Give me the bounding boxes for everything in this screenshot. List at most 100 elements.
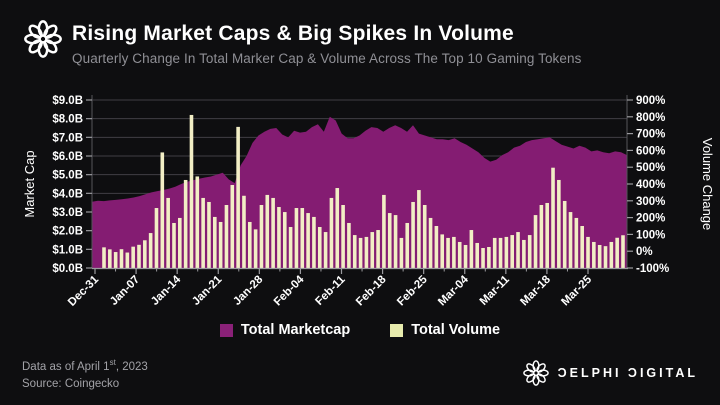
volume-bar	[166, 197, 170, 268]
right-axis-tick-label: 200%	[636, 213, 665, 225]
delphi-logo-small-icon	[522, 360, 549, 386]
left-axis-tick-label: $3.0B	[52, 207, 83, 219]
volume-bar	[201, 197, 205, 268]
volume-bar	[323, 232, 328, 268]
left-axis-tick-label: $1.0B	[52, 244, 83, 256]
left-axis-tick-label: $0.0B	[52, 263, 83, 275]
volume-bar	[358, 237, 363, 268]
volume-bar	[522, 239, 526, 268]
volume-bar	[352, 235, 357, 268]
volume-bar	[422, 205, 427, 268]
volume-bar	[527, 235, 532, 268]
right-axis-tick-label: 0%	[636, 246, 653, 258]
volume-bar	[148, 233, 153, 268]
right-axis-tick-label: 700%	[636, 129, 665, 141]
page-subtitle: Quarterly Change In Total Marker Cap & V…	[72, 51, 582, 66]
volume-bar	[341, 205, 345, 268]
volume-bar	[516, 232, 520, 268]
delphi-wordmark: ƆELPHI ƆIGITAL	[557, 366, 698, 380]
volume-bar	[247, 221, 252, 268]
volume-bar	[533, 215, 538, 268]
x-axis-tick-label: Jan-14	[149, 273, 184, 308]
x-axis-tick-label: Feb-25	[395, 273, 430, 308]
volume-bar	[172, 222, 176, 268]
volume-bar	[469, 230, 474, 268]
volume-bar	[312, 216, 316, 268]
volume-bar	[551, 167, 555, 268]
volume-bar	[434, 226, 439, 268]
source-text: Source: Coingecko	[22, 377, 120, 390]
right-axis-tick-label: 400%	[636, 179, 665, 191]
right-axis-tick-label: 300%	[636, 196, 665, 208]
volume-bar	[592, 241, 596, 268]
footer-brand: ƆELPHI ƆIGITAL	[522, 360, 698, 386]
volume-bar	[195, 176, 200, 268]
legend-item-marketcap: Total Marketcap	[219, 322, 351, 338]
volume-bar	[230, 185, 235, 268]
volume-bar	[265, 194, 270, 268]
chart-legend: Total Marketcap Total Volume	[0, 322, 720, 338]
volume-bar	[382, 194, 386, 268]
volume-bar	[131, 246, 135, 268]
volume-bar	[440, 234, 445, 268]
volume-bar	[242, 195, 246, 268]
volume-bar	[492, 237, 497, 268]
volume-bar	[183, 179, 188, 268]
volume-bar	[399, 237, 404, 268]
volume-bar	[317, 227, 322, 268]
volume-bar	[597, 244, 602, 268]
volume-bar	[213, 216, 217, 268]
legend-label-marketcap: Total Marketcap	[240, 322, 351, 338]
left-axis-tick-label: $7.0B	[52, 132, 83, 144]
x-axis-tick-label: Feb-11	[313, 273, 348, 308]
volume-bar	[428, 217, 433, 268]
chart-area: $9.0B $8.0B $7.0B $6.0B $5.0B $4.0B $3.0B $2.0B…	[22, 95, 715, 309]
volume-bar	[364, 236, 369, 268]
volume-bar	[282, 212, 287, 268]
volume-bar	[189, 114, 194, 268]
volume-bar	[557, 179, 561, 268]
volume-bar	[498, 237, 503, 268]
volume-bar	[568, 212, 573, 268]
left-axis-tick-label: $5.0B	[52, 170, 83, 182]
left-axis-tick-label: $9.0B	[52, 95, 83, 107]
volume-bar	[335, 188, 340, 268]
volume-bar	[452, 236, 456, 268]
volume-bar	[306, 213, 310, 268]
x-axis-tick-label: Jan-21	[190, 273, 225, 308]
volume-bar	[218, 221, 223, 268]
volume-swatch-icon	[390, 323, 404, 337]
volume-bar	[562, 200, 567, 268]
volume-bar	[481, 248, 485, 268]
volume-bar	[417, 190, 421, 268]
volume-bar	[102, 247, 106, 268]
volume-bar	[405, 222, 410, 268]
volume-bar	[294, 208, 299, 268]
volume-bar	[277, 207, 281, 268]
volume-bar	[271, 197, 275, 268]
volume-bar	[621, 235, 625, 268]
volume-bar	[545, 202, 549, 268]
volume-bar	[376, 230, 380, 268]
volume-bar	[143, 240, 147, 268]
volume-bar	[347, 222, 351, 268]
volume-bar	[137, 244, 141, 268]
volume-bar	[603, 246, 608, 268]
volume-bar	[370, 232, 375, 268]
volume-bar	[224, 205, 229, 268]
volume-bar	[160, 152, 165, 268]
volume-bar	[510, 235, 514, 268]
volume-bar	[615, 237, 619, 268]
volume-bar	[387, 213, 392, 268]
right-axis-tick-label: -100%	[636, 263, 669, 275]
right-axis-tick-label: 800%	[636, 112, 665, 124]
volume-bar	[586, 236, 590, 268]
volume-bar	[288, 227, 293, 268]
volume-bar	[609, 241, 614, 268]
volume-bar	[446, 237, 450, 268]
header: Rising Market Caps & Big Spikes In Volum…	[0, 0, 720, 80]
volume-bar	[253, 229, 258, 268]
volume-bar	[475, 242, 480, 268]
x-axis-tick-label: Mar-25	[559, 273, 594, 308]
volume-bar	[393, 215, 398, 268]
